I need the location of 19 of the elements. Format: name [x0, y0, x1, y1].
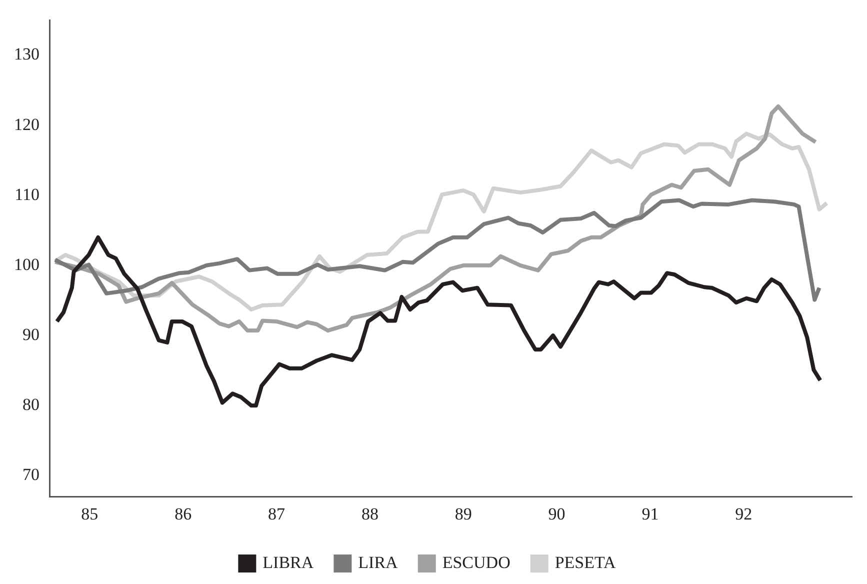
y-tick-label: 80 — [22, 394, 40, 414]
y-tick-label: 130 — [14, 44, 40, 64]
legend-label: LIBRA — [262, 552, 314, 572]
x-tick-label: 89 — [454, 504, 472, 524]
x-tick-label: 87 — [268, 504, 286, 524]
x-tick-label: 92 — [735, 504, 752, 524]
x-tick-label: 85 — [81, 504, 98, 524]
legend-label: LIRA — [358, 552, 399, 572]
x-tick-label: 91 — [642, 504, 659, 524]
x-tick-label: 90 — [548, 504, 566, 524]
y-tick-label: 70 — [22, 465, 40, 484]
y-tick-label: 110 — [14, 184, 40, 204]
y-tick-label: 90 — [22, 324, 40, 344]
y-tick-label: 100 — [14, 254, 40, 274]
x-tick-label: 88 — [361, 504, 378, 524]
legend-label: ESCUDO — [442, 552, 510, 572]
x-tick-label: 86 — [174, 504, 192, 524]
legend-label: PESETA — [554, 552, 617, 572]
y-tick-label: 120 — [14, 114, 40, 134]
